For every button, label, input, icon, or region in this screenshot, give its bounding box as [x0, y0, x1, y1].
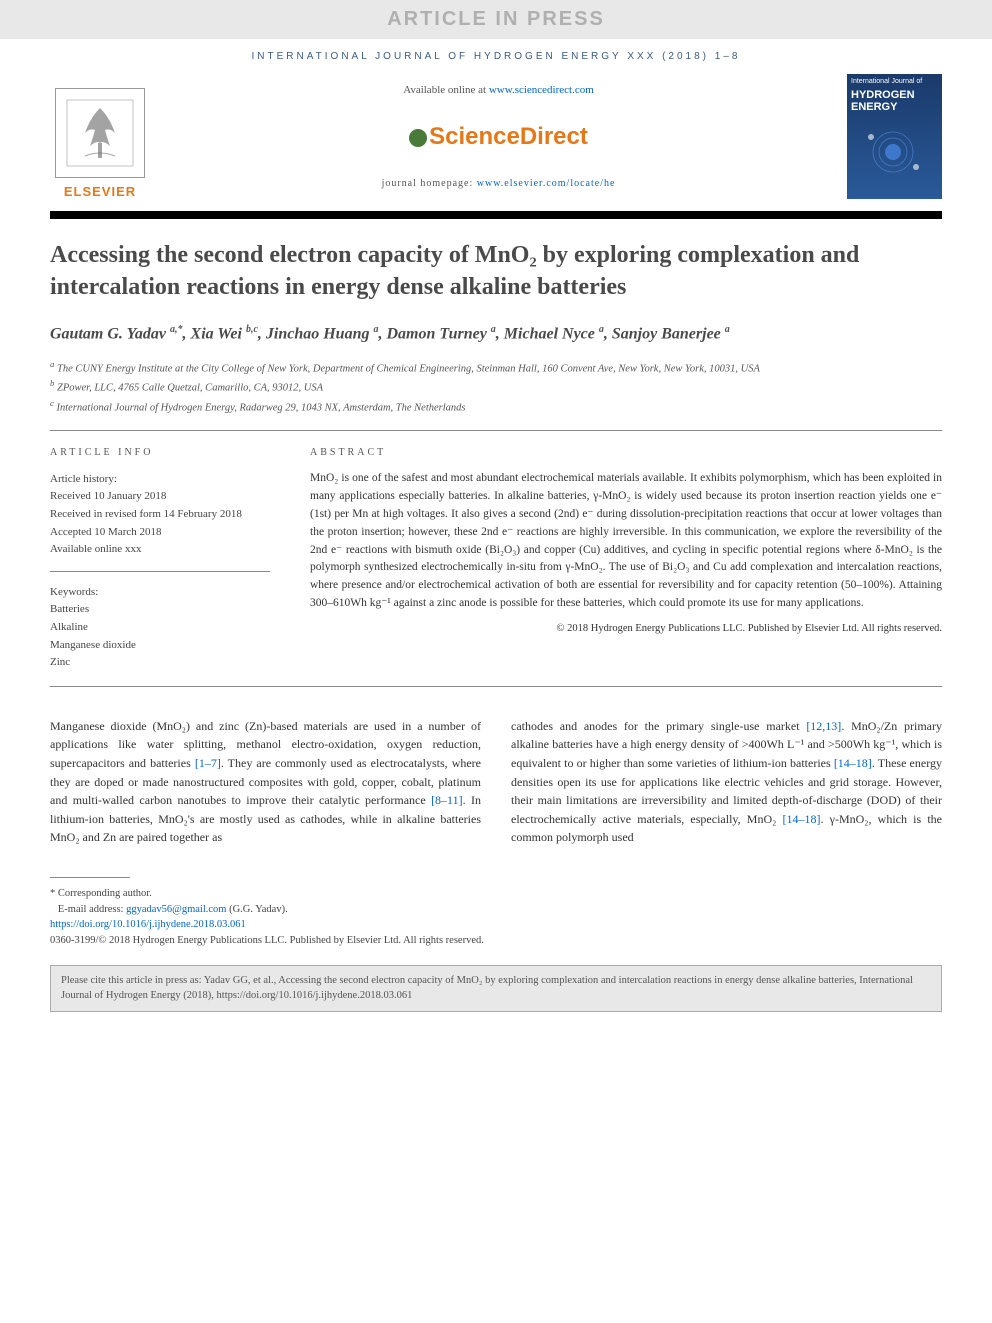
- info-divider: [50, 571, 270, 572]
- available-prefix: Available online at: [403, 84, 489, 96]
- corresponding-author: * Corresponding author.: [50, 886, 942, 902]
- article-info-column: ARTICLE INFO Article history: Received 1…: [50, 445, 270, 672]
- footnote-separator: [50, 877, 130, 878]
- meta-row: ARTICLE INFO Article history: Received 1…: [0, 431, 992, 686]
- article-history-label: Article history:: [50, 471, 270, 489]
- received-date: Received 10 January 2018: [50, 488, 270, 506]
- header-block: ELSEVIER Available online at www.science…: [0, 74, 992, 199]
- sciencedirect-link[interactable]: www.sciencedirect.com: [489, 84, 594, 96]
- elsevier-tree-icon: [55, 88, 145, 178]
- citation-box: Please cite this article in press as: Ya…: [50, 965, 942, 1012]
- journal-cover-thumbnail[interactable]: International Journal of HYDROGEN ENERGY: [847, 74, 942, 199]
- body-column-right: cathodes and anodes for the primary sing…: [511, 717, 942, 847]
- cover-large-title: HYDROGEN ENERGY: [851, 89, 938, 113]
- email-link[interactable]: ggyadav56@gmail.com: [126, 904, 226, 915]
- affiliations: a The CUNY Energy Institute at the City …: [0, 354, 992, 430]
- abstract-copyright: © 2018 Hydrogen Energy Publications LLC.…: [310, 621, 942, 637]
- journal-reference: INTERNATIONAL JOURNAL OF HYDROGEN ENERGY…: [0, 39, 992, 74]
- keyword: Alkaline: [50, 619, 270, 637]
- online-date: Available online xxx: [50, 541, 270, 559]
- accepted-date: Accepted 10 March 2018: [50, 524, 270, 542]
- abstract-column: ABSTRACT MnO₂ is one of the safest and m…: [310, 445, 942, 672]
- title-rule: [50, 211, 942, 219]
- elsevier-logo[interactable]: ELSEVIER: [50, 74, 150, 199]
- email-line: E-mail address: ggyadav56@gmail.com (G.G…: [50, 902, 942, 918]
- elsevier-text: ELSEVIER: [64, 184, 136, 199]
- sciencedirect-text: ScienceDirect: [429, 123, 588, 150]
- issn-copyright: 0360-3199/© 2018 Hydrogen Energy Publica…: [50, 933, 942, 949]
- email-label: E-mail address:: [58, 904, 126, 915]
- affiliation-c: c International Journal of Hydrogen Ener…: [50, 397, 942, 416]
- reference-link[interactable]: [12,13]: [806, 719, 841, 733]
- article-in-press-banner: ARTICLE IN PRESS: [0, 0, 992, 39]
- reference-link[interactable]: [14–18]: [834, 756, 872, 770]
- available-online-line: Available online at www.sciencedirect.co…: [403, 84, 594, 96]
- body-column-left: Manganese dioxide (MnO₂) and zinc (Zn)-b…: [50, 717, 481, 847]
- reference-link[interactable]: [14–18]: [783, 812, 821, 826]
- affiliation-b: b ZPower, LLC, 4765 Calle Quetzal, Camar…: [50, 377, 942, 396]
- author-list: Gautam G. Yadav a,*, Xia Wei b,c, Jincha…: [0, 314, 992, 354]
- footnotes: * Corresponding author. E-mail address: …: [0, 886, 992, 957]
- abstract-head: ABSTRACT: [310, 445, 942, 461]
- journal-homepage-link[interactable]: www.elsevier.com/locate/he: [477, 178, 616, 189]
- keyword: Manganese dioxide: [50, 637, 270, 655]
- keyword: Zinc: [50, 654, 270, 672]
- homepage-prefix: journal homepage:: [382, 178, 477, 189]
- header-center: Available online at www.sciencedirect.co…: [170, 74, 827, 199]
- reference-link[interactable]: [8–11]: [431, 793, 463, 807]
- journal-homepage-line: journal homepage: www.elsevier.com/locat…: [382, 178, 616, 189]
- doi-link[interactable]: https://doi.org/10.1016/j.ijhydene.2018.…: [50, 919, 246, 930]
- keyword: Batteries: [50, 601, 270, 619]
- keywords-label: Keywords:: [50, 584, 270, 602]
- sciencedirect-brand: ScienceDirect: [409, 123, 588, 151]
- body-text-columns: Manganese dioxide (MnO₂) and zinc (Zn)-b…: [0, 687, 992, 857]
- abstract-text: MnO₂ is one of the safest and most abund…: [310, 470, 942, 613]
- cover-small-title: International Journal of: [851, 78, 938, 85]
- reference-link[interactable]: [1–7]: [195, 756, 221, 770]
- article-title: Accessing the second electron capacity o…: [0, 219, 992, 314]
- article-info-head: ARTICLE INFO: [50, 445, 270, 461]
- email-author: (G.G. Yadav).: [229, 904, 288, 915]
- revised-date: Received in revised form 14 February 201…: [50, 506, 270, 524]
- affiliation-a: a The CUNY Energy Institute at the City …: [50, 358, 942, 377]
- sciencedirect-dot-icon: [409, 129, 427, 147]
